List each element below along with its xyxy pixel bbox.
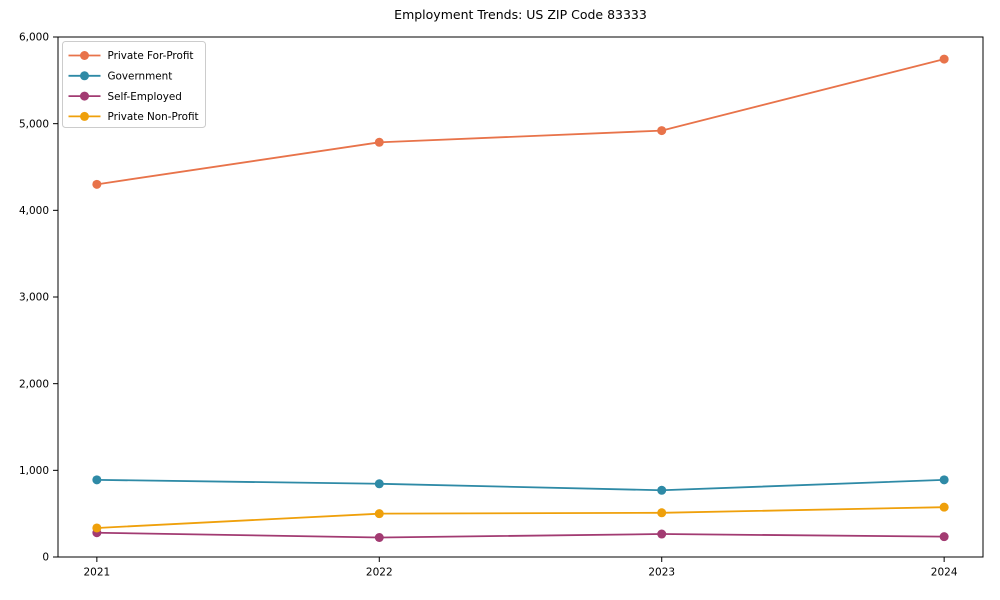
y-tick-label: 1,000 xyxy=(19,465,49,477)
legend-item: Private Non-Profit xyxy=(68,111,199,123)
legend-marker xyxy=(80,111,89,121)
legend-item: Government xyxy=(68,71,173,83)
data-point-marker xyxy=(374,137,384,147)
data-point-marker xyxy=(657,508,667,518)
data-point-marker xyxy=(374,533,384,542)
x-tick-label: 2024 xyxy=(931,567,958,579)
x-tick-label: 2022 xyxy=(366,567,393,579)
legend-marker xyxy=(80,91,89,101)
y-tick-label: 3,000 xyxy=(19,292,49,304)
legend-label: Government xyxy=(108,71,173,83)
y-tick-label: 4,000 xyxy=(19,205,49,217)
chart-title: Employment Trends: US ZIP Code 83333 xyxy=(394,7,647,22)
series-line-self-employed xyxy=(96,531,945,539)
y-tick-label: 5,000 xyxy=(19,118,49,130)
data-point-marker xyxy=(657,126,667,136)
legend-item: Private For-Profit xyxy=(68,50,194,62)
y-tick-label: 0 xyxy=(42,552,49,564)
data-point-marker xyxy=(939,475,949,485)
y-tick-label: 2,000 xyxy=(19,378,49,390)
legend: Private For-Profit Government Self-Employe… xyxy=(62,41,206,128)
series-line-government xyxy=(96,478,945,492)
data-point-marker xyxy=(939,502,949,512)
data-point-marker xyxy=(657,529,667,539)
data-point-marker xyxy=(374,509,384,519)
legend-label: Self-Employed xyxy=(108,91,182,103)
legend-marker xyxy=(80,71,89,81)
legend-box xyxy=(62,41,206,128)
series-line-private-non-profit xyxy=(96,506,945,529)
data-point-marker xyxy=(939,532,949,542)
legend-label: Private For-Profit xyxy=(108,50,194,62)
data-point-marker xyxy=(939,54,949,64)
series-line-private-for-profit xyxy=(96,58,945,186)
x-tick-label: 2023 xyxy=(648,567,675,579)
legend-label: Private Non-Profit xyxy=(108,111,199,123)
x-tick-label: 2021 xyxy=(83,567,110,579)
legend-marker xyxy=(80,51,89,60)
data-point-marker xyxy=(657,485,667,495)
data-point-marker xyxy=(92,475,102,485)
legend-item: Self-Employed xyxy=(68,91,182,103)
data-point-marker xyxy=(92,179,102,189)
y-tick-label: 6,000 xyxy=(19,32,49,44)
data-point-marker xyxy=(374,479,384,489)
data-point-marker xyxy=(92,523,102,533)
